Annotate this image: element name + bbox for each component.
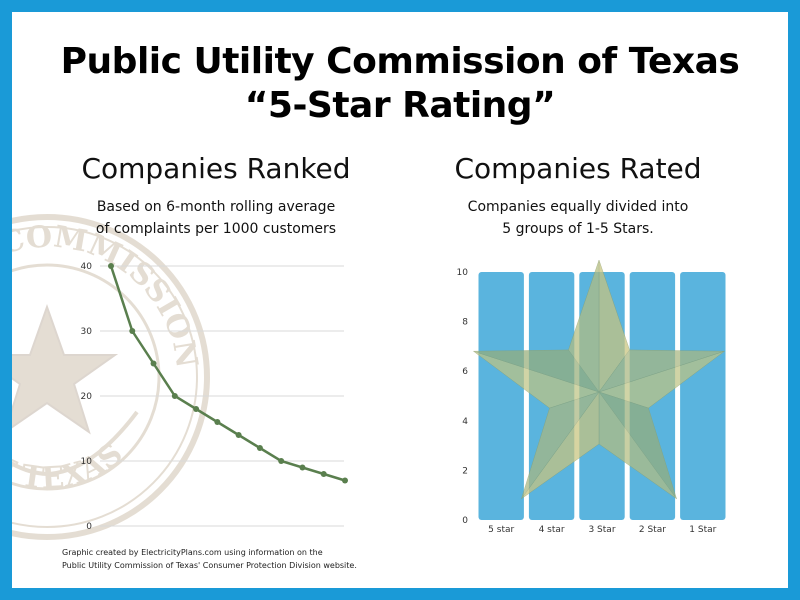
x-tick-label: 4 star: [539, 525, 565, 535]
slide: UTILITY COMMISSION OF TEXAS Public Utili…: [12, 12, 788, 588]
star-icon: [473, 259, 725, 499]
y-tick-label: 8: [462, 318, 468, 328]
data-point: [256, 445, 263, 451]
right-subtitle-line-1: Companies equally divided into: [467, 199, 689, 215]
y-tick-label: 20: [81, 392, 93, 402]
x-tick-label: 1 Star: [689, 525, 716, 535]
data-point: [193, 406, 200, 412]
title-line-2: “5-Star Rating”: [244, 85, 556, 126]
left-heading: Companies Ranked: [81, 152, 351, 185]
series-line: [109, 265, 346, 482]
left-subtitle: Based on 6-month rolling average of comp…: [36, 196, 396, 240]
left-subtitle-line-2: of complaints per 1000 customers: [95, 221, 337, 237]
rating-bar-chart: 0 2 4 6 8 10 5 star 4 star 3 Star 2 Star 1 Star: [457, 259, 726, 535]
data-point: [299, 464, 306, 471]
right-subtitle: Companies equally divided into 5 groups …: [398, 196, 758, 240]
data-point: [129, 328, 136, 334]
title-line-1: Public Utility Commission of Texas: [60, 41, 740, 82]
data-point: [342, 477, 348, 484]
texas-seal-watermark: UTILITY COMMISSION OF TEXAS: [12, 214, 210, 540]
data-point: [235, 432, 242, 438]
data-point: [320, 471, 327, 477]
star-facet: [568, 259, 600, 393]
credit-line-2: Public Utility Commission of Texas' Cons…: [62, 561, 357, 570]
y-tick-label: 10: [81, 457, 93, 467]
y-tick-label: 4: [462, 417, 468, 427]
bar: [680, 272, 726, 520]
right-subtitle-line-2: 5 groups of 1-5 Stars.: [502, 221, 654, 237]
x-tick-label: 5 star: [488, 525, 514, 535]
page-title: Public Utility Commission of Texas “5-St…: [12, 40, 788, 128]
y-tick-label: 0: [86, 522, 92, 532]
left-subtitle-line-1: Based on 6-month rolling average: [96, 199, 336, 215]
y-tick-label: 2: [462, 466, 468, 476]
ranking-line-chart: 0 10 20 30 40: [81, 262, 348, 532]
data-point: [171, 393, 178, 399]
y-tick-label: 10: [457, 268, 469, 278]
y-tick-label: 0: [462, 516, 468, 526]
data-point: [278, 458, 285, 464]
y-tick-label: 40: [81, 262, 93, 272]
credit-line-1: Graphic created by ElectricityPlans.com …: [62, 548, 323, 557]
y-tick-label: 6: [462, 367, 468, 377]
right-heading: Companies Rated: [454, 152, 702, 185]
x-tick-label: 2 Star: [639, 525, 666, 535]
data-point: [214, 419, 221, 425]
x-tick-label: 3 Star: [588, 525, 615, 535]
y-tick-label: 30: [81, 327, 93, 337]
data-point: [150, 360, 157, 367]
data-point: [108, 263, 114, 269]
credit-note: Graphic created by ElectricityPlans.com …: [62, 546, 357, 572]
bar: [478, 272, 524, 520]
